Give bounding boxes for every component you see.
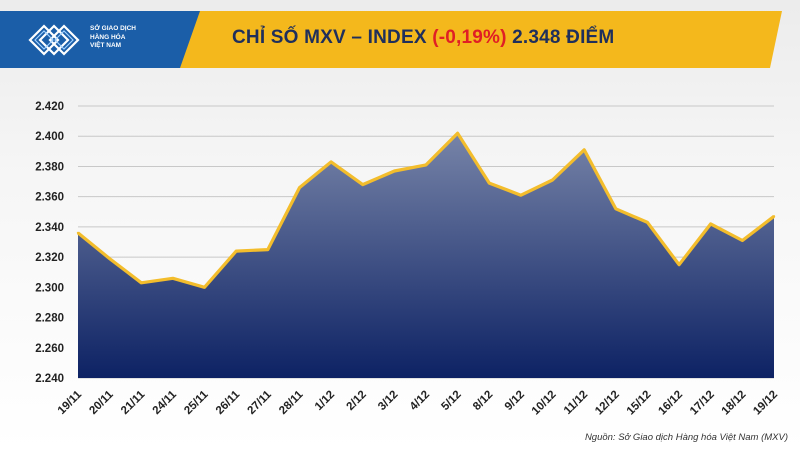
x-tick-label: 12/12 bbox=[593, 389, 622, 418]
chart-title: CHỈ SỐ MXV – INDEX (-0,19%) 2.348 ĐIỂM bbox=[232, 27, 614, 57]
y-tick-label: 2.360 bbox=[35, 192, 64, 204]
data-point bbox=[329, 160, 333, 164]
data-point bbox=[677, 263, 681, 266]
x-tick-label: 24/11 bbox=[151, 388, 180, 417]
header-banner bbox=[0, 11, 782, 68]
y-tick-label: 2.420 bbox=[35, 101, 64, 113]
data-point bbox=[456, 132, 459, 135]
x-tick-label: 5/12 bbox=[439, 389, 463, 413]
data-point bbox=[171, 277, 175, 280]
data-point bbox=[741, 239, 744, 242]
data-point bbox=[266, 248, 270, 251]
data-point bbox=[646, 221, 649, 224]
x-tick-label: 21/11 bbox=[119, 388, 148, 417]
x-tick-label: 16/12 bbox=[656, 389, 685, 418]
logo-text: SỞ GIAO DỊCH HÀNG HÓA VIỆT NAM bbox=[90, 25, 180, 51]
data-point bbox=[234, 249, 238, 253]
x-tick-label: 18/12 bbox=[720, 389, 749, 418]
logo-line-3: VIỆT NAM bbox=[90, 42, 122, 49]
data-point bbox=[108, 257, 111, 260]
x-tick-label: 10/12 bbox=[530, 389, 559, 418]
x-tick-label: 26/11 bbox=[214, 388, 243, 417]
data-point bbox=[393, 169, 396, 173]
logo-line-1: SỞ GIAO DỊCH bbox=[90, 25, 136, 32]
x-tick-label: 8/12 bbox=[471, 389, 495, 413]
data-point bbox=[424, 163, 428, 167]
title-change: (-0,19%) bbox=[432, 27, 507, 48]
y-tick-label: 2.300 bbox=[35, 282, 64, 294]
y-tick-label: 2.340 bbox=[35, 222, 64, 234]
data-point bbox=[76, 231, 80, 235]
data-point bbox=[298, 186, 301, 189]
x-tick-label: 3/12 bbox=[376, 389, 400, 413]
data-point bbox=[519, 193, 523, 197]
x-tick-label: 2/12 bbox=[345, 389, 369, 413]
source-note: Nguồn: Sở Giao dịch Hàng hóa Việt Nam (M… bbox=[584, 432, 788, 443]
x-tick-label: 27/11 bbox=[246, 388, 275, 417]
title-value: 2.348 ĐIỂM bbox=[506, 27, 615, 48]
data-point bbox=[488, 181, 491, 185]
x-tick-label: 1/12 bbox=[313, 389, 337, 413]
x-tick-label: 15/12 bbox=[625, 389, 654, 418]
x-tick-label: 4/12 bbox=[408, 389, 432, 413]
index-area bbox=[78, 133, 774, 378]
data-point bbox=[551, 178, 554, 182]
x-tick-label: 17/12 bbox=[688, 389, 717, 418]
x-tick-label: 20/11 bbox=[87, 388, 116, 417]
data-point bbox=[361, 183, 364, 186]
data-point bbox=[203, 286, 206, 289]
data-point bbox=[614, 207, 618, 210]
logo-line-2: HÀNG HÓA bbox=[90, 33, 126, 41]
y-tick-label: 2.400 bbox=[35, 131, 64, 143]
x-tick-label: 28/11 bbox=[277, 388, 306, 417]
y-tick-label: 2.240 bbox=[35, 373, 64, 385]
x-tick-label: 19/11 bbox=[56, 388, 85, 417]
data-point bbox=[582, 148, 586, 152]
x-tick-label: 11/12 bbox=[562, 389, 590, 417]
x-tick-label: 25/11 bbox=[182, 388, 211, 417]
data-point bbox=[140, 281, 143, 284]
y-tick-label: 2.320 bbox=[35, 252, 64, 264]
mxv-logo-icon bbox=[28, 24, 80, 56]
title-prefix: CHỈ SỐ MXV – INDEX bbox=[232, 27, 433, 48]
x-tick-label: 19/12 bbox=[751, 389, 780, 418]
y-tick-label: 2.280 bbox=[35, 313, 64, 325]
y-tick-label: 2.380 bbox=[35, 161, 64, 173]
data-point bbox=[772, 215, 776, 218]
y-tick-label: 2.260 bbox=[35, 343, 64, 355]
data-point bbox=[709, 222, 712, 226]
x-tick-label: 9/12 bbox=[503, 389, 527, 413]
